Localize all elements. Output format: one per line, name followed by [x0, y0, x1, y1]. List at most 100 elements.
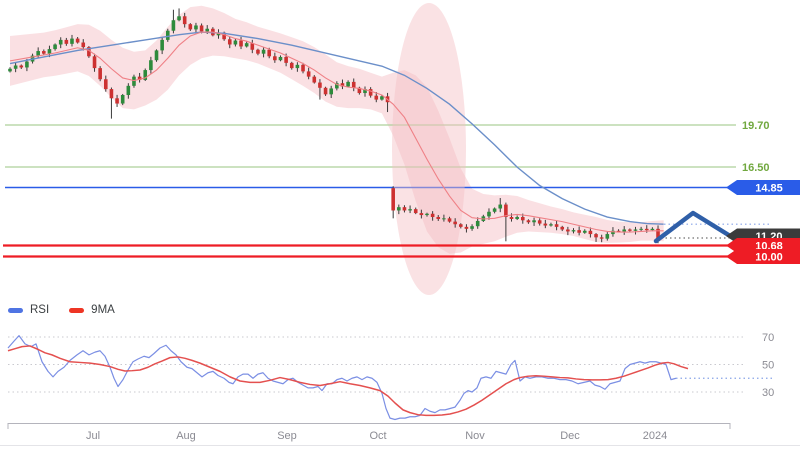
candle-body: [267, 49, 272, 57]
candle-body: [36, 51, 40, 56]
candle-body: [633, 229, 638, 231]
x-axis-label-aug[interactable]: Aug: [176, 430, 196, 442]
candle-body: [13, 65, 18, 69]
x-axis-label-2024[interactable]: 2024: [643, 430, 667, 442]
candle-body: [284, 56, 288, 63]
x-axis-label-jul[interactable]: Jul: [86, 430, 100, 442]
candle-body: [165, 30, 170, 40]
candle-body: [515, 217, 519, 219]
candle-body: [205, 28, 210, 32]
candle-body: [58, 39, 63, 45]
candle-body: [351, 81, 356, 88]
candle-body: [537, 220, 542, 224]
candle-body: [19, 65, 24, 68]
candle-body: [149, 60, 153, 71]
legend-item-9ma[interactable]: 9MA: [69, 304, 115, 316]
indicator-legend: RSI 9MA: [8, 304, 115, 316]
candle-body: [306, 71, 311, 77]
candle-body: [239, 40, 243, 47]
candle-body: [566, 229, 570, 232]
price-tag-14-85[interactable]: 14.85: [726, 180, 800, 195]
candle-body: [577, 230, 581, 233]
candle-body: [447, 218, 452, 222]
candle-body: [475, 220, 480, 227]
9ma-legend-label: 9MA: [91, 304, 115, 316]
candle-body: [261, 49, 266, 54]
candle-body: [109, 89, 114, 99]
candle-body: [250, 43, 255, 50]
candle-body: [98, 68, 102, 80]
candle-body: [216, 32, 221, 36]
candle-body: [532, 220, 536, 223]
candle-body: [301, 64, 305, 72]
candle-body: [549, 224, 553, 226]
price-tag-10-00-shape[interactable]: [726, 249, 800, 264]
candle-body: [436, 217, 441, 219]
candle-body: [425, 213, 429, 216]
candle-body: [571, 230, 576, 232]
rsi-guide-label-70: 70: [762, 332, 774, 344]
candle-body: [244, 43, 249, 47]
candle-body: [459, 224, 463, 227]
price-tag-10-00[interactable]: 10.00: [726, 249, 800, 264]
candle-body: [408, 209, 412, 211]
price-tag-10-00-text: 10.00: [755, 252, 783, 264]
candle-body: [115, 98, 119, 104]
x-axis-label-oct[interactable]: Oct: [369, 430, 386, 442]
candle-body: [329, 88, 333, 95]
candle-body: [611, 230, 615, 235]
ma-short-path: [9, 31, 664, 233]
rsi-panel: 70 50 30: [7, 332, 774, 421]
candle-body: [188, 24, 193, 30]
band-area: [10, 5, 664, 254]
candle-body: [504, 204, 508, 218]
candle-body: [644, 228, 649, 231]
candle-body: [335, 83, 339, 89]
candle-body: [194, 25, 198, 30]
candle-body: [120, 95, 125, 104]
legend-item-rsi[interactable]: RSI: [8, 304, 49, 316]
candle-body: [227, 39, 232, 45]
candle-body: [64, 39, 69, 44]
candle-body: [143, 70, 148, 80]
candle-body: [103, 79, 108, 90]
rsi-line: [7, 335, 677, 421]
candle-body: [391, 188, 395, 211]
rsi-9ma-path: [7, 345, 689, 417]
candle-body: [312, 76, 317, 83]
candle-body: [289, 62, 294, 69]
candle-body: [8, 68, 12, 72]
candle-body: [430, 213, 435, 218]
candle-body: [380, 96, 384, 100]
short-moving-average-line: [9, 31, 664, 233]
candle-body: [442, 218, 446, 220]
candle-body: [509, 217, 514, 219]
candle-body: [605, 234, 610, 239]
candle-body: [639, 228, 643, 230]
candle-body: [397, 207, 401, 211]
candle-body: [323, 87, 328, 95]
price-tag-14-85-shape[interactable]: [726, 180, 800, 195]
candle-body: [87, 47, 91, 57]
rsi-guide-label-30: 30: [762, 387, 774, 399]
x-axis-label-dec[interactable]: Dec: [560, 430, 580, 442]
x-axis-label-nov[interactable]: Nov: [465, 430, 485, 442]
bollinger-band: [10, 5, 664, 254]
x-axis-label-sep[interactable]: Sep: [277, 430, 297, 442]
candle-body: [543, 223, 548, 226]
candle-body: [492, 208, 497, 212]
candle-body: [554, 224, 559, 227]
candle-body: [588, 230, 593, 235]
candle-body: [154, 50, 159, 61]
ma-long-path: [9, 31, 664, 225]
rsi-legend-label: RSI: [30, 304, 50, 316]
candle-body: [126, 85, 131, 96]
gap-highlight-ellipse[interactable]: [392, 3, 466, 295]
candle-body: [25, 61, 29, 68]
candle-body: [402, 207, 407, 211]
candle-body: [628, 229, 632, 231]
candle-body: [464, 226, 469, 229]
candle-body: [81, 42, 86, 48]
candle-body: [177, 16, 181, 21]
